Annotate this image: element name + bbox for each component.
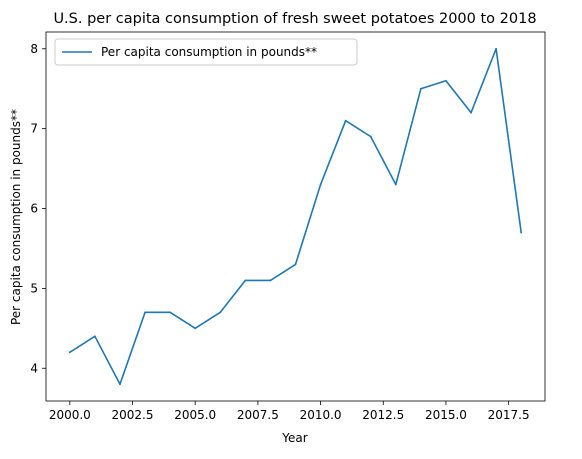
x-tick-label: 2007.5 [237,408,279,422]
legend-label: Per capita consumption in pounds** [101,45,317,59]
data-point [319,183,322,186]
data-point [194,327,197,330]
y-tick-label: 5 [30,281,38,295]
x-axis-ticks: 2000.0 2002.5 2005.0 2007.5 2010.0 2012.5 2015… [49,401,530,422]
axes-frame [45,31,546,402]
data-point [294,263,297,266]
legend-box [54,38,358,66]
data-point [394,183,397,186]
data-point [344,119,347,122]
data-point [94,335,96,338]
x-tick-label: 2002.5 [112,408,154,422]
y-axis-label: Per capita consumption in pounds** [9,109,23,325]
x-tick-label: 2000.0 [49,408,91,422]
y-tick-label: 4 [30,361,38,375]
data-point [119,383,121,386]
y-tick-label: 6 [30,202,38,216]
data-point [144,311,146,314]
series-line-0 [68,47,523,386]
chart-title: U.S. per capita consumption of fresh swe… [53,11,536,27]
data-point [419,87,422,90]
y-axis-ticks: 4 5 6 7 8 [30,42,46,375]
data-point [68,351,71,354]
y-tick-label: 8 [30,42,38,56]
data-point [470,111,472,114]
data-point [369,135,372,138]
y-tick-label: 7 [30,122,38,136]
data-point [244,279,247,282]
x-tick-label: 2015.0 [425,408,467,422]
x-tick-label: 2012.5 [362,408,404,422]
data-point [219,311,222,314]
data-point [269,279,272,282]
legend: Per capita consumption in pounds** [54,38,358,66]
x-tick-label: 2005.0 [174,408,216,422]
plot-area [45,31,546,402]
x-tick-label: 2017.5 [488,408,530,422]
x-axis-label: Year [281,431,307,445]
data-point [445,79,447,82]
data-point [495,47,497,50]
data-point [520,231,523,234]
x-tick-label: 2010.0 [300,408,342,422]
data-point [169,311,172,314]
